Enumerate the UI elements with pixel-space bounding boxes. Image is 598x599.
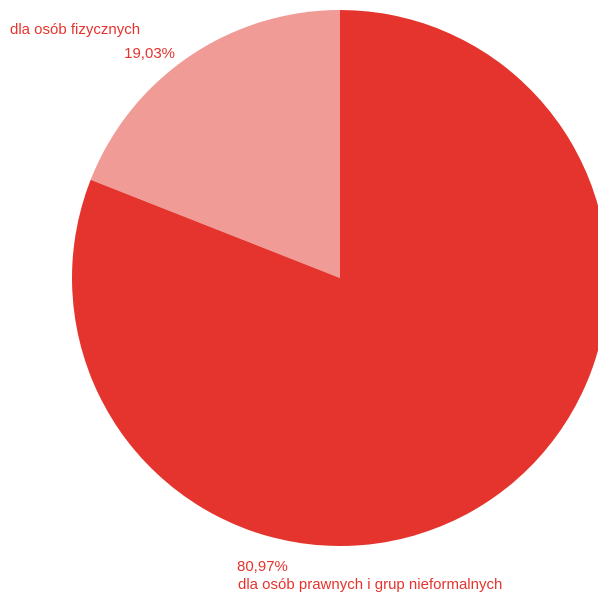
label-fizyczne-value: 19,03% [124, 45, 175, 62]
label-fizyczne-name: dla osób fizycznych [10, 21, 141, 38]
label-prawne-value: 80,97% [237, 558, 288, 575]
label-prawne-name: dla osób prawnych i grup nieformalnych [238, 576, 503, 593]
pie-slice-osoby-fizyczne [90, 10, 341, 278]
pie-slice-osoby-prawne [72, 10, 598, 546]
